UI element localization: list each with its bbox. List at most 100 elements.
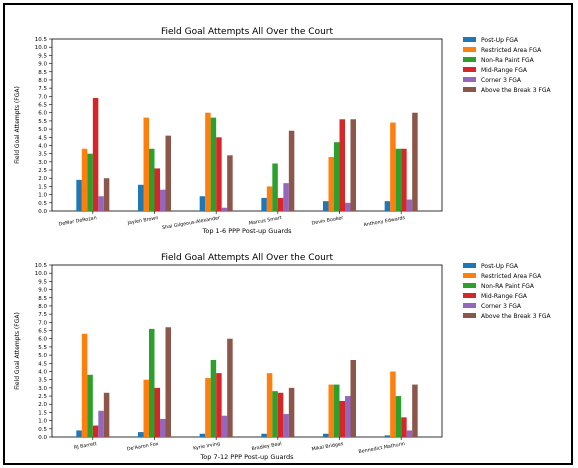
plot-area: [51, 38, 443, 212]
chart-title: Field Goal Attempts All Over the Court: [161, 27, 333, 37]
bar: [149, 148, 155, 211]
bar: [350, 119, 356, 211]
bar: [210, 360, 217, 437]
bar: [339, 119, 345, 211]
bar: [199, 196, 206, 211]
bar: [323, 433, 329, 437]
y-tick-label: 9.0: [38, 62, 47, 68]
bar: [143, 379, 149, 437]
bar: [283, 183, 289, 211]
bar: [272, 391, 278, 437]
y-tick-label: 10.5: [35, 263, 48, 269]
legend-swatch: [463, 57, 476, 62]
y-tick-label: 5.0: [38, 353, 47, 359]
y-tick-label: 3.5: [38, 378, 47, 384]
y-tick-label: 3.0: [38, 160, 47, 166]
bar: [323, 201, 329, 211]
bar: [92, 425, 99, 437]
bar: [412, 384, 418, 437]
y-tick-label: 1.0: [38, 419, 47, 425]
y-tick-label: 10.0: [35, 271, 48, 277]
chart-panel-top: Field Goal Attempts All Over the Court 0.…: [5, 13, 571, 239]
bar: [154, 168, 160, 211]
bar: [221, 207, 228, 211]
y-tick-label: 4.5: [38, 135, 47, 141]
bar: [227, 338, 233, 437]
bar: [160, 189, 166, 211]
x-tick-label: Anthony Edwards: [363, 215, 406, 228]
y-tick-label: 7.0: [38, 320, 47, 326]
bar: [384, 435, 391, 437]
bar: [334, 142, 340, 211]
bar: [261, 433, 267, 437]
y-tick-label: 5.5: [38, 345, 47, 351]
bar: [283, 414, 289, 437]
chart-title: Field Goal Attempts All Over the Court: [161, 253, 333, 263]
bar: [81, 333, 88, 437]
bar: [384, 201, 391, 211]
bar: [266, 373, 273, 437]
legend-label: Restricted Area FGA: [481, 47, 542, 54]
x-tick-label: Mikal Bridges: [311, 441, 344, 453]
legend-swatch: [463, 313, 476, 318]
y-tick-label: 0.0: [38, 435, 47, 441]
legend-label: Restricted Area FGA: [481, 273, 542, 280]
bar: [395, 148, 402, 211]
bar: [412, 112, 418, 211]
bar: [87, 153, 93, 211]
y-tick-label: 7.5: [38, 312, 47, 318]
chart-panel-bottom: Field Goal Attempts All Over the Court 0.…: [5, 239, 571, 461]
bar: [138, 184, 144, 211]
y-tick-label: 9.5: [38, 279, 47, 285]
bar: [205, 378, 211, 437]
bar: [401, 148, 407, 211]
bar: [406, 199, 413, 211]
y-axis-label: Field Goal Attempts (FGA): [14, 86, 21, 164]
y-tick-label: 1.0: [38, 193, 47, 199]
x-tick-label: Bradley Beal: [251, 441, 282, 452]
y-tick-label: 8.5: [38, 70, 47, 76]
legend-swatch: [463, 283, 476, 288]
legend-label: Mid-Range FGA: [481, 67, 528, 74]
legend-swatch: [463, 67, 476, 72]
y-tick-label: 4.0: [38, 143, 47, 149]
legend-label: Corner 3 FGA: [481, 77, 522, 84]
y-tick-label: 7.5: [38, 86, 47, 92]
y-tick-label: 0.0: [38, 209, 47, 215]
y-tick-label: 9.0: [38, 288, 47, 294]
legend-swatch: [463, 303, 476, 308]
y-tick-label: 2.5: [38, 168, 47, 174]
bar: [98, 410, 104, 437]
bar: [277, 197, 284, 211]
y-tick-label: 3.0: [38, 386, 47, 392]
y-tick-label: 6.0: [38, 337, 47, 343]
bar: [288, 130, 295, 211]
x-axis-label: Top 7-12 PPP Post-up Guards: [199, 453, 294, 461]
x-axis-label: Top 1-6 PPP Post-up Guards: [201, 227, 292, 235]
x-tick-label: Marcus Smart: [248, 215, 282, 227]
y-tick-label: 6.5: [38, 103, 47, 109]
y-tick-label: 10.0: [35, 45, 48, 51]
bar: [165, 135, 171, 211]
x-tick-label: Devin Booker: [311, 215, 344, 226]
bar: [277, 392, 284, 437]
legend-label: Post-Up FGA: [481, 37, 519, 44]
legend-swatch: [463, 77, 476, 82]
bar: [87, 374, 93, 437]
legend-label: Post-Up FGA: [481, 263, 519, 270]
bar: [401, 417, 407, 437]
figure-frame: Field Goal Attempts All Over the Court 0.…: [3, 3, 573, 465]
y-tick-label: 1.5: [38, 410, 47, 416]
y-tick-label: 2.0: [38, 176, 47, 182]
y-tick-label: 5.5: [38, 119, 47, 125]
y-tick-label: 10.5: [35, 37, 48, 43]
legend-swatch: [463, 47, 476, 52]
bar: [216, 373, 222, 437]
y-tick-label: 4.0: [38, 369, 47, 375]
y-tick-label: 0.5: [38, 201, 47, 207]
legend-swatch: [463, 263, 476, 268]
y-tick-label: 3.5: [38, 152, 47, 158]
y-tick-label: 9.5: [38, 53, 47, 59]
bar: [154, 387, 160, 437]
bar: [345, 396, 351, 437]
